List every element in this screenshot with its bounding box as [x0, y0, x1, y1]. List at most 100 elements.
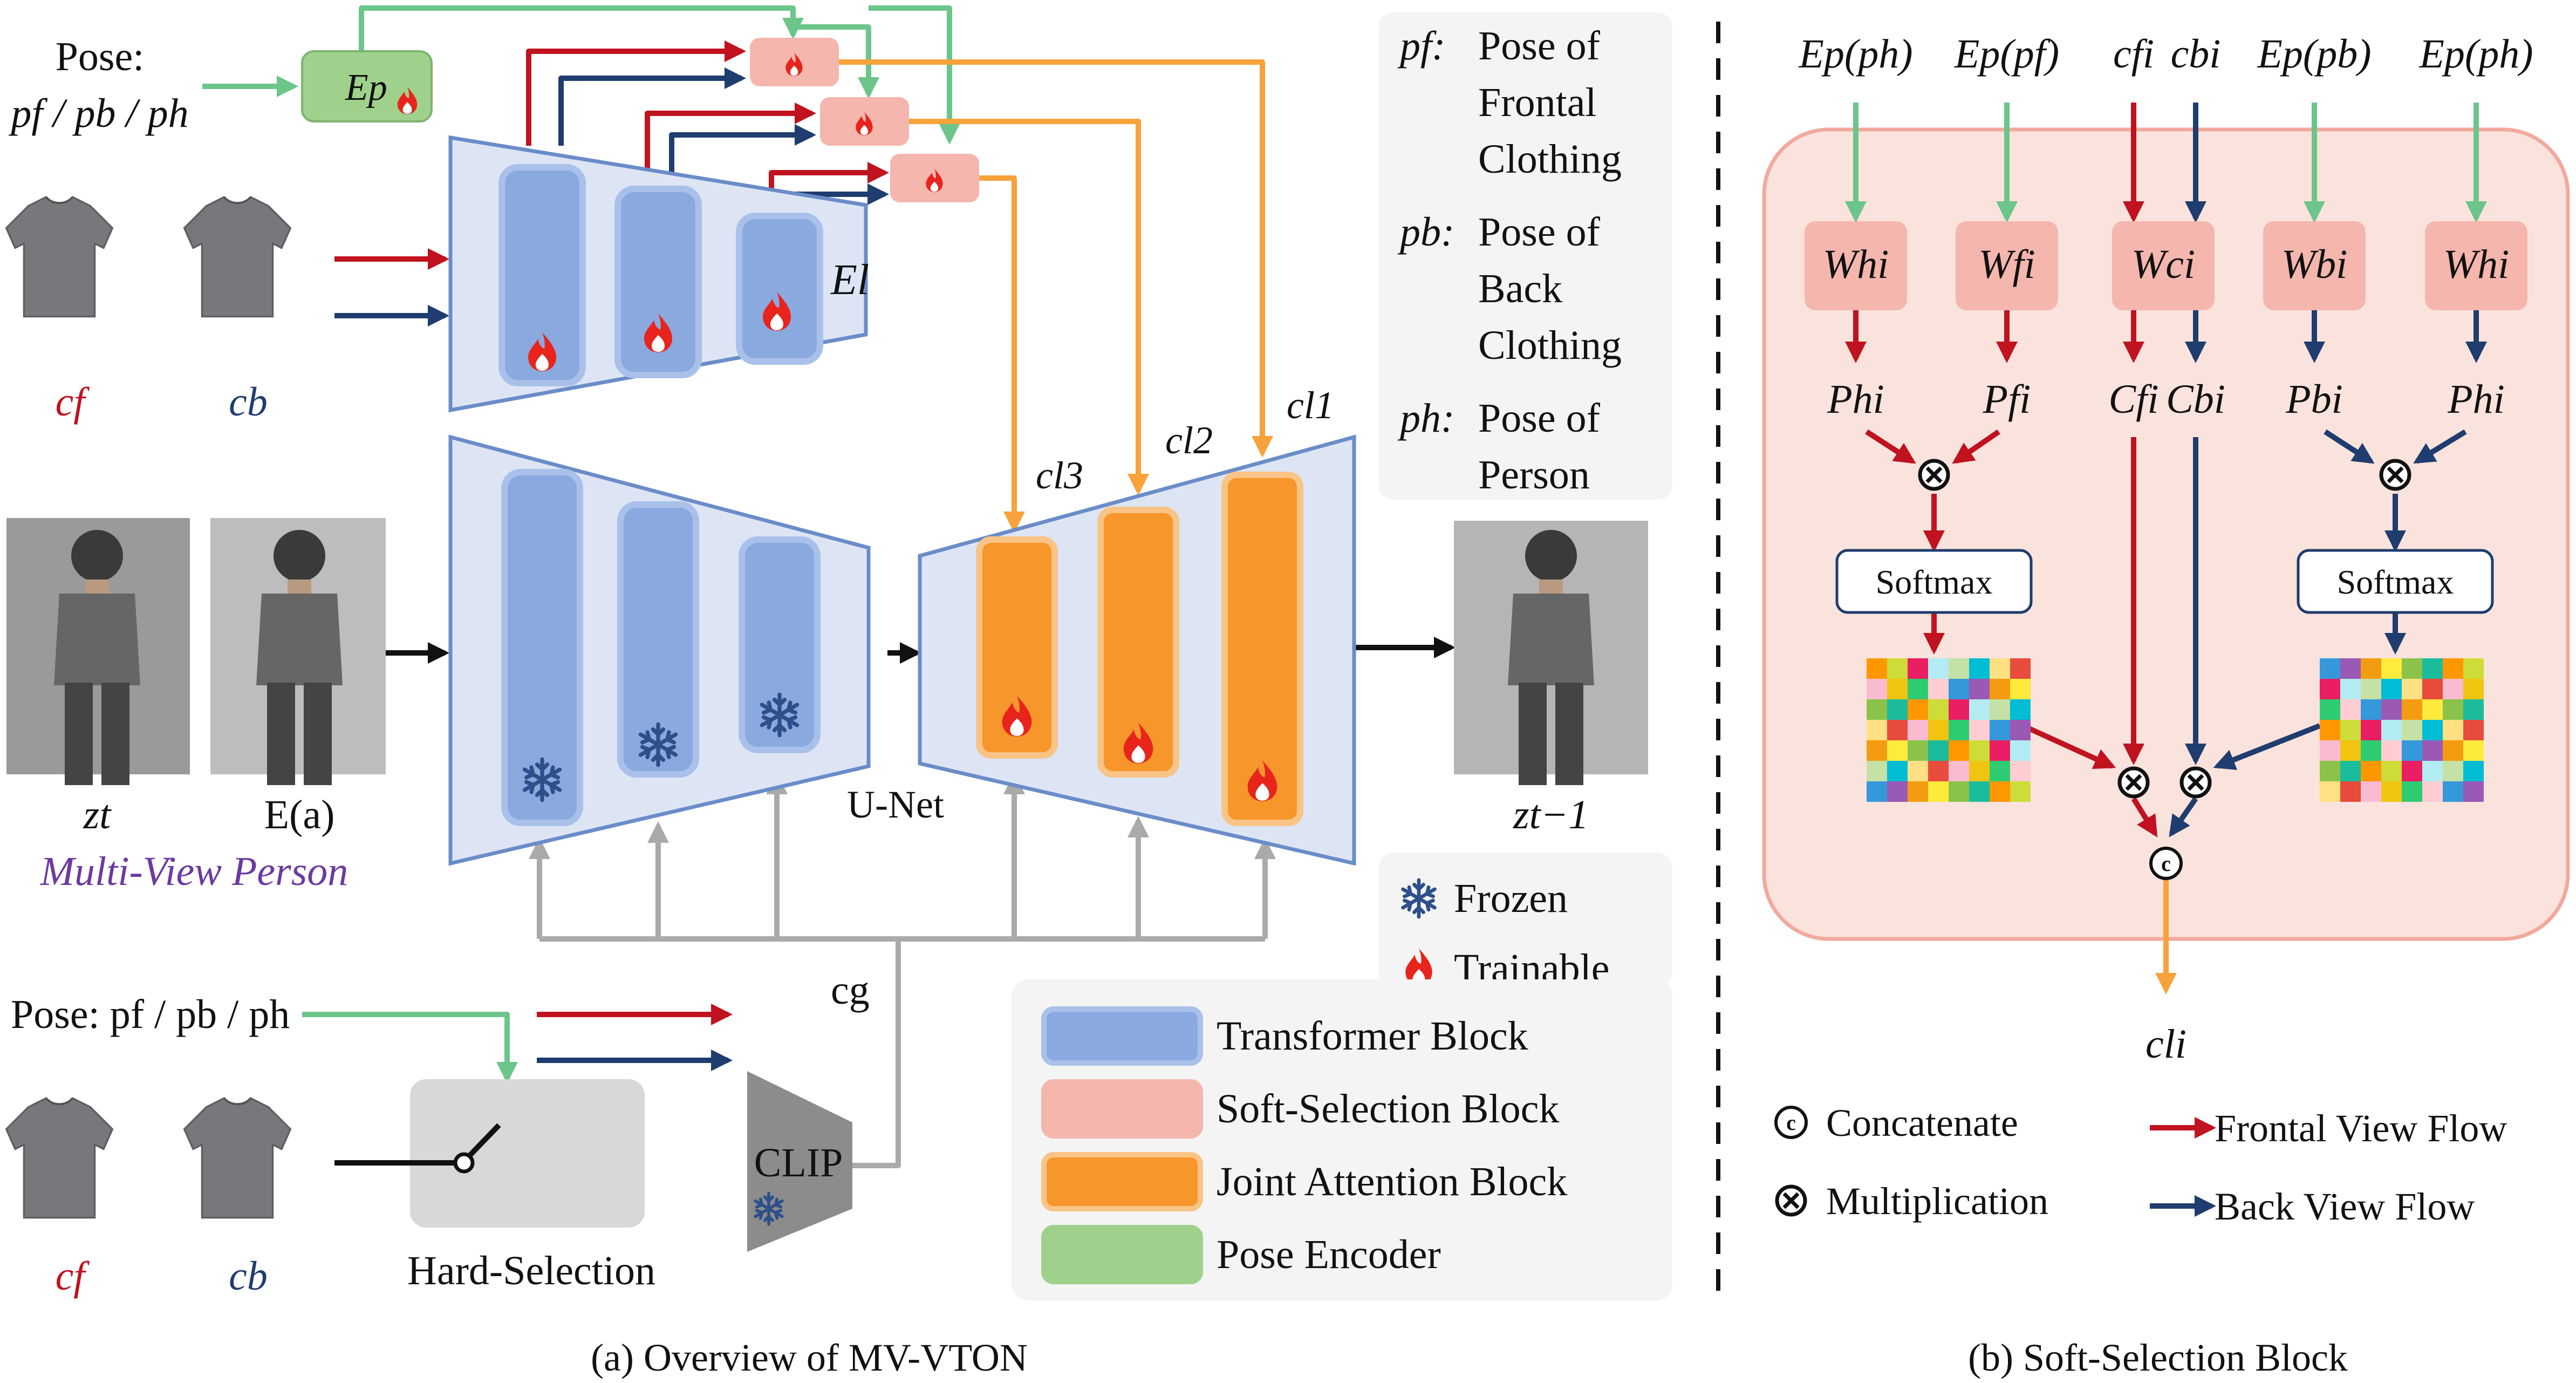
heatmap-cell	[1867, 720, 1887, 740]
heatmap-cell	[1949, 740, 1969, 761]
heatmap-cell	[1928, 740, 1949, 761]
legend-label-pose-encoder: Pose Encoder	[1217, 1232, 1441, 1277]
heatmap-cell	[1990, 699, 2010, 720]
heatmap-cell	[1990, 720, 2010, 740]
heatmap-cell	[1949, 679, 1969, 699]
heatmap-cell	[2422, 781, 2443, 802]
weight-block	[2112, 221, 2215, 310]
legend-back-flow: Back View Flow	[2215, 1185, 2475, 1228]
clip-label: CLIP	[754, 1140, 843, 1186]
pose-def-line: Clothing	[1478, 323, 1622, 368]
legend-label-soft-selection-block: Soft-Selection Block	[1217, 1086, 1559, 1132]
heatmap-cell	[1969, 740, 1990, 761]
heatmap-cell	[1969, 761, 1990, 781]
block-legend: Transformer Block Soft-Selection Block Joi…	[1041, 1006, 1567, 1284]
heatmap-cell	[2463, 781, 2484, 802]
frontal-garment-image	[6, 197, 113, 316]
heatmap-cell	[1928, 761, 1949, 781]
heatmap-cell	[2320, 679, 2340, 699]
heatmap-cell	[1908, 658, 1928, 679]
frontal-garment-image	[6, 1098, 113, 1217]
heatmap-cell	[2402, 658, 2422, 679]
heatmap-cell	[2340, 720, 2361, 740]
legend-frozen-label: Frozen	[1454, 876, 1568, 921]
heatmap-cell	[2463, 740, 2484, 761]
heatmap-cell	[2340, 658, 2361, 679]
heatmap-cell	[2010, 781, 2031, 802]
circled-times-icon	[2182, 768, 2210, 796]
pose-def-symbol: pb:	[1397, 209, 1454, 255]
heatmap-cell	[2010, 699, 2031, 720]
heatmap-cell	[2381, 658, 2402, 679]
heatmap-cell	[2402, 679, 2422, 699]
circled-times-icon	[2120, 768, 2148, 796]
heatmap-cell	[1867, 699, 1887, 720]
heatmap-cell	[2320, 781, 2340, 802]
heatmap-cell	[2361, 720, 2381, 740]
heatmap-cell	[2463, 658, 2484, 679]
weight-block	[1956, 221, 2058, 310]
legend-swatch-pose-encoder	[1041, 1225, 1203, 1284]
weight-block	[2263, 221, 2366, 310]
pose-bottom-label: Pose: pf / pb / ph	[11, 992, 290, 1037]
heatmap-cell	[2443, 740, 2463, 761]
joint-attention-block	[1097, 507, 1179, 778]
frontal-garment-label: cf	[56, 1253, 90, 1299]
heatmap-cell	[2010, 740, 2031, 761]
heatmap-cell	[2381, 720, 2402, 740]
heatmap-cell	[1949, 658, 1969, 679]
projection-label: Phi	[1827, 377, 1884, 422]
cl3-label: cl3	[1036, 454, 1083, 497]
hard-selection-box	[410, 1079, 645, 1228]
heatmap-cell	[2010, 658, 2031, 679]
heatmap-cell	[1949, 699, 1969, 720]
heatmap-cell	[2340, 740, 2361, 761]
projection-label: Pbi	[2285, 377, 2343, 422]
heatmap-cell	[2320, 740, 2340, 761]
transformer-block	[614, 186, 702, 378]
softmax-label-back: Softmax	[2337, 563, 2454, 601]
cl1-label: cl1	[1287, 384, 1334, 427]
heatmap-cell	[2422, 720, 2443, 740]
heatmap-cell	[2381, 679, 2402, 699]
pose-def-symbol: ph:	[1397, 396, 1454, 441]
softmax-box-front	[1835, 549, 2033, 614]
heatmap-cell	[2443, 781, 2463, 802]
heatmap-cell	[2361, 679, 2381, 699]
circled-times-icon	[2381, 461, 2409, 489]
pose-top-vars: pf / pb / ph	[8, 91, 188, 136]
circled-c-icon	[2151, 848, 2181, 878]
heatmap-cell	[1990, 761, 2010, 781]
legend-concatenate: Concatenate	[1826, 1101, 2018, 1144]
heatmap-cell	[2381, 781, 2402, 802]
back-garment-image	[185, 1098, 291, 1217]
heatmap-cell	[2340, 761, 2361, 781]
transformer-block	[617, 501, 699, 778]
pose-def-line: Clothing	[1478, 137, 1622, 182]
heatmap-cell	[1969, 679, 1990, 699]
legend-frontal-flow: Frontal View Flow	[2215, 1107, 2507, 1150]
circled-times-icon	[1777, 1187, 1805, 1215]
heatmap-cell	[1990, 658, 2010, 679]
heatmap-cell	[2361, 761, 2381, 781]
heatmap-cell	[2361, 781, 2381, 802]
heatmap-cell	[1990, 781, 2010, 802]
heatmap-cell	[2340, 679, 2361, 699]
heatmap-cell	[2381, 740, 2402, 761]
ea-label: E(a)	[264, 792, 335, 837]
heatmap-cell	[2320, 658, 2340, 679]
attention-map-back	[2320, 658, 2484, 802]
heatmap-cell	[1969, 720, 1990, 740]
heatmap-cell	[2402, 720, 2422, 740]
heatmap-cell	[1949, 761, 1969, 781]
switch-icon	[334, 1123, 501, 1174]
circled-c-icon	[1776, 1107, 1806, 1137]
heatmap-cell	[2381, 761, 2402, 781]
heatmap-cell	[1887, 658, 1908, 679]
back-garment-image	[185, 197, 291, 316]
heatmap-cell	[1887, 720, 1908, 740]
multi-view-person-label: Multi-View Person	[40, 849, 349, 894]
transformer-block	[498, 164, 586, 386]
legend-swatch-soft-selection-block	[1041, 1079, 1203, 1139]
